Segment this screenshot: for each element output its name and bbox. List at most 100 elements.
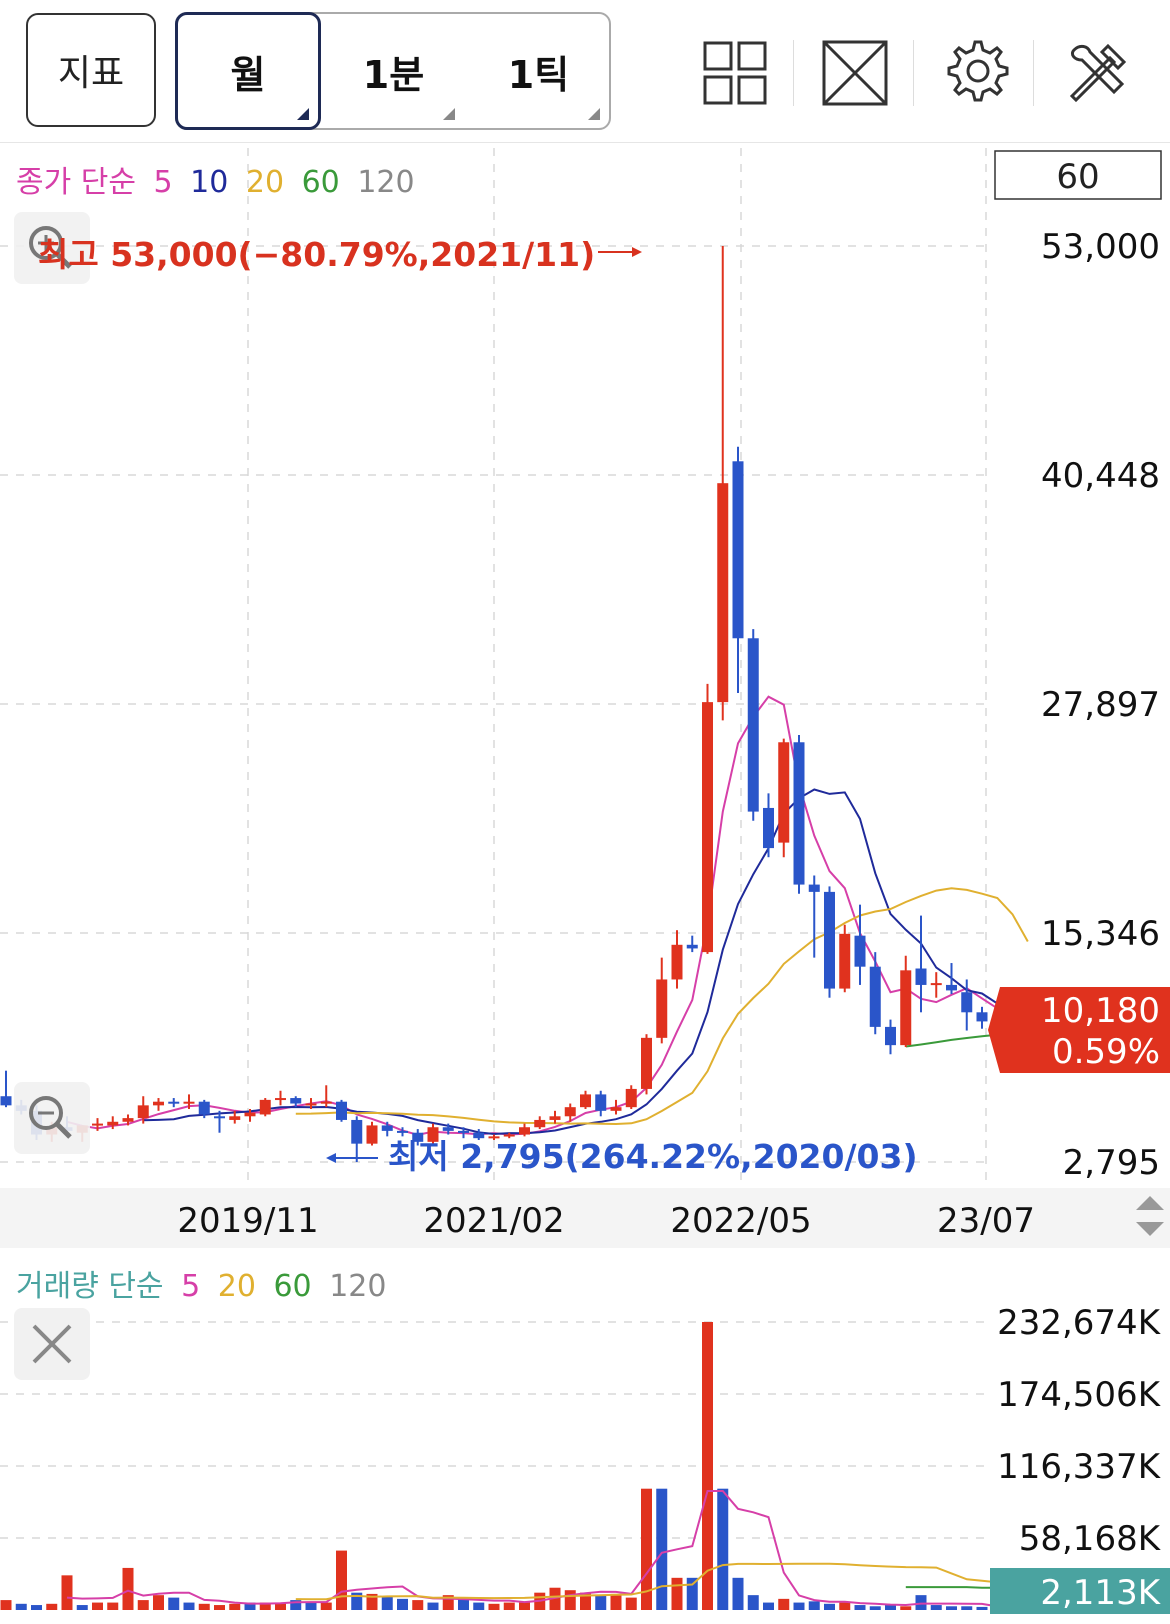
y-tick-label: 2,795: [1063, 1143, 1160, 1183]
volume-bar: [854, 1605, 866, 1610]
candle-body: [137, 1105, 149, 1119]
indicator-button[interactable]: 지표: [26, 13, 156, 127]
candle-body: [930, 983, 942, 986]
candle-body: [976, 1012, 988, 1022]
volume-chart[interactable]: 거래량 단순 5 20 60 120 232,674K 174,506K 116,3…: [0, 1248, 1170, 1624]
toolbar-divider: [913, 40, 914, 106]
ma20-line: [295, 887, 1029, 1126]
volume-ma-legend[interactable]: 거래량 단순 5 20 60 120: [16, 1269, 386, 1304]
candle-body: [107, 1121, 119, 1126]
gear-icon[interactable]: [930, 28, 1020, 118]
moving-average-lines: [66, 695, 1029, 1136]
volume-bar: [732, 1577, 744, 1610]
volume-bar: [930, 1605, 942, 1610]
volume-bar: [336, 1550, 347, 1610]
volume-bar: [702, 1322, 713, 1610]
ma10-line: [143, 788, 1028, 1136]
zoom-out-icon: [29, 1096, 63, 1130]
volume-bar: [717, 1488, 729, 1610]
candle-body: [534, 1119, 546, 1128]
volume-bar: [564, 1590, 576, 1610]
candle-body: [839, 933, 851, 989]
y-tick-label: 15,346: [1041, 914, 1160, 954]
tools-icon[interactable]: [1052, 28, 1142, 118]
volume-bar: [320, 1602, 332, 1610]
period-minute-dropdown-icon: [443, 108, 455, 120]
toolbar-divider: [1033, 40, 1034, 106]
candle-body: [641, 1037, 652, 1089]
close-volume-button[interactable]: [14, 1308, 90, 1380]
zoom-out-button[interactable]: [14, 1082, 90, 1154]
current-volume-badge: 2,113K: [990, 1568, 1170, 1614]
candle-body: [183, 1101, 195, 1104]
volume-ma20-line: [295, 1562, 1014, 1601]
price-ma-legend[interactable]: 종가 단순 5 10 20 60 120: [16, 165, 415, 200]
period-month-button[interactable]: 월: [175, 14, 321, 128]
count-box[interactable]: [994, 150, 1162, 200]
candle-body: [412, 1132, 424, 1142]
y-tick-label: 174,506K: [997, 1375, 1162, 1415]
period-active-frame: [175, 12, 321, 130]
volume-bar: [488, 1603, 500, 1610]
volume-bar: [351, 1592, 363, 1610]
date-axis-labels: 2019/11 2021/02 2022/05 23/07: [177, 1196, 1164, 1241]
high-arrow-head: [632, 247, 642, 257]
candle-body: [381, 1125, 393, 1131]
layout-grid-icon[interactable]: [690, 28, 780, 118]
period-tick-button[interactable]: 1틱: [466, 14, 611, 128]
price-grid: [0, 148, 987, 1186]
period-minute-button[interactable]: 1분: [321, 14, 466, 128]
volume-bar: [229, 1603, 241, 1610]
date-axis[interactable]: 2019/11 2021/02 2022/05 23/07: [0, 1188, 1170, 1248]
low-arrow-head: [326, 1153, 336, 1163]
candle-body: [503, 1134, 515, 1137]
x-tick-label: 23/07: [937, 1201, 1035, 1241]
candle-body: [564, 1107, 576, 1117]
volume-y-axis: 232,674K 174,506K 116,337K 58,168K: [997, 1303, 1162, 1559]
price-chart[interactable]: 종가 단순 5 10 20 60 120 60 최고 53,000(−80.79…: [0, 142, 1170, 1188]
candle-body: [290, 1098, 302, 1104]
candle-body: [854, 935, 866, 967]
volume-bar: [580, 1592, 591, 1610]
volume-bar: [442, 1595, 454, 1610]
volume-moving-average-lines: [66, 1490, 1014, 1608]
candle-body: [168, 1101, 180, 1104]
candle-body: [198, 1101, 210, 1115]
candle-body: [732, 461, 744, 639]
volume-bar: [808, 1601, 820, 1610]
candle-body: [869, 966, 881, 1027]
candle-body: [686, 944, 698, 949]
volume-bar: [275, 1602, 286, 1610]
volume-bar: [305, 1602, 317, 1610]
volume-bar: [412, 1600, 424, 1610]
volume-bar: [46, 1603, 58, 1610]
period-tick-label: 1틱: [507, 52, 570, 97]
volume-bar: [107, 1602, 119, 1610]
scroll-arrows-icon[interactable]: [1136, 1196, 1164, 1236]
volume-ma5-line: [66, 1490, 1013, 1608]
ma5-line: [66, 695, 1029, 1136]
volume-grid: [0, 1321, 985, 1539]
volume-bar: [244, 1602, 256, 1610]
toolbar-divider: [793, 40, 794, 106]
volume-bar: [641, 1488, 652, 1610]
candle-body: [656, 979, 668, 1038]
zoom-in-button[interactable]: [14, 212, 90, 284]
price-y-axis: 53,000 40,448 27,897 15,346 2,795: [1041, 227, 1160, 1183]
fullscreen-icon[interactable]: [810, 28, 900, 118]
current-volume-value: 2,113K: [1040, 1573, 1161, 1613]
volume-bar: [366, 1593, 378, 1610]
volume-bar: [778, 1598, 790, 1610]
candle-body: [946, 984, 957, 991]
candle-body: [122, 1118, 134, 1122]
volume-bar: [183, 1602, 195, 1610]
volume-bar: [610, 1593, 622, 1610]
volume-bar: [763, 1602, 774, 1610]
candle-body: [488, 1136, 500, 1139]
count-box-label: 60: [1056, 157, 1099, 197]
high-annotation: 최고 53,000(−80.79%,2021/11): [38, 235, 595, 274]
volume-bar: [900, 1606, 912, 1610]
candle-body: [808, 884, 820, 892]
volume-bar: [397, 1598, 408, 1610]
x-tick-label: 2021/02: [423, 1201, 564, 1241]
